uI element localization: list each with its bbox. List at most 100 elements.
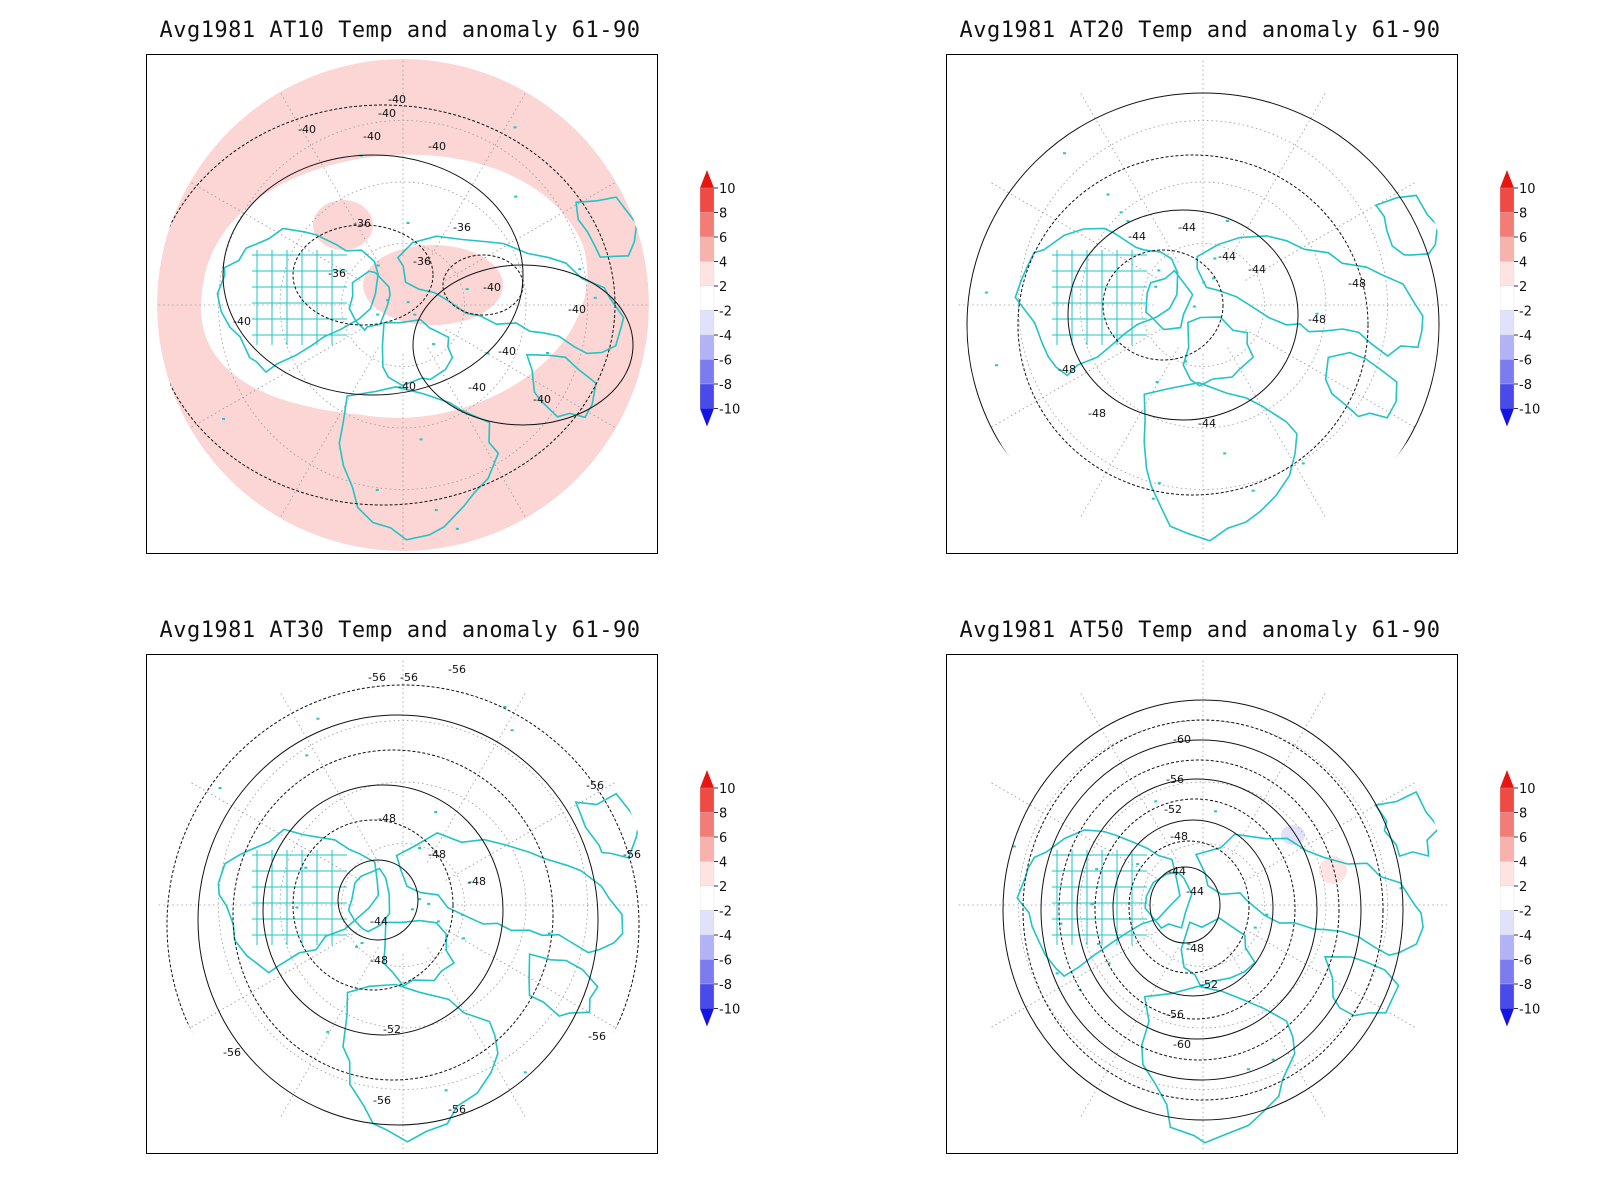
island — [1151, 497, 1155, 500]
colorbar-label: -4 — [719, 329, 732, 344]
island — [434, 810, 438, 813]
colorbar-label: -8 — [1519, 378, 1532, 393]
contour-label: -48 — [1186, 942, 1204, 955]
colorbar-label: 10 — [719, 782, 736, 797]
contour-label: -52 — [383, 1023, 401, 1036]
colorbar-label: 4 — [1519, 856, 1527, 871]
colorbar-segment — [700, 861, 715, 887]
colorbar-segment — [700, 959, 715, 985]
temperature-contour — [232, 749, 554, 1081]
meridian-line — [1227, 691, 1327, 863]
island — [419, 438, 423, 441]
colorbar-segment — [700, 310, 715, 336]
temperature-contour — [337, 859, 419, 941]
contour-label: -56 — [448, 663, 466, 676]
island — [360, 942, 364, 945]
colorbar-label: -6 — [1519, 354, 1532, 369]
island — [1155, 380, 1159, 383]
contour-label: -44 — [1248, 263, 1266, 276]
contour-label: -60 — [1173, 1038, 1191, 1051]
island — [1059, 922, 1063, 925]
temperature-contour — [222, 154, 524, 396]
island — [417, 898, 421, 901]
island — [1154, 285, 1158, 288]
island — [984, 291, 988, 294]
contour-label: -36 — [328, 267, 346, 280]
contour-label: -60 — [1173, 733, 1191, 746]
colorbar-segment — [1500, 885, 1515, 911]
colorbar-label: -4 — [1519, 329, 1532, 344]
latitude-circle — [279, 781, 527, 1029]
island — [465, 288, 469, 291]
meridian-line — [279, 347, 379, 519]
coastline — [1196, 235, 1424, 358]
coastline — [525, 353, 597, 419]
colorbar-segment — [1500, 236, 1515, 262]
contour-label: -48 — [1348, 277, 1366, 290]
contour-label: -44 — [1178, 221, 1196, 234]
island — [376, 264, 380, 267]
meridian-line — [1245, 329, 1417, 429]
latitude-circle — [1079, 181, 1327, 429]
panel-title: Avg1981 AT20 Temp and anomaly 61-90 — [959, 18, 1441, 43]
island — [578, 268, 582, 271]
island — [1184, 360, 1188, 363]
island — [304, 866, 308, 869]
island — [355, 945, 359, 948]
polar-stereographic-map: -40-40-40-40-40-36 -36-36-36-40-40-40-40-… — [157, 59, 649, 551]
colorbar-segment — [700, 934, 715, 960]
island — [467, 881, 471, 884]
temperature-contour — [1058, 759, 1340, 1061]
colorbar-top-arrow — [1500, 770, 1514, 788]
island — [1095, 868, 1099, 871]
colorbar-label: 8 — [1519, 207, 1527, 222]
island — [1225, 219, 1229, 222]
island — [593, 296, 597, 299]
colorbar-label: 2 — [719, 280, 727, 295]
map-panel-at50: Avg1981 AT50 Temp and anomaly 61-90 -60-… — [800, 600, 1600, 1200]
island — [375, 488, 379, 491]
contour-label: -40 — [428, 140, 446, 153]
temperature-contour — [1040, 739, 1362, 1081]
coastline — [1140, 985, 1296, 1144]
colorbar-segment — [1500, 934, 1515, 960]
temperature-contour — [1067, 209, 1299, 421]
island — [1106, 193, 1110, 196]
anomaly-colorbar: 10 8 6 4 2 -2 -4 -6 -8 -10 — [700, 170, 740, 427]
colorbar-label: -8 — [719, 978, 732, 993]
island — [1126, 220, 1130, 223]
colorbar-segment — [1500, 836, 1515, 862]
meridian-line — [1079, 691, 1179, 863]
polar-stereographic-map: -56 -56 -56 -56 -56 -48 -48 -48 -44 -48 -52 -56 -56 -… — [157, 659, 649, 1151]
colorbar-label: -6 — [719, 354, 732, 369]
colorbar-top-arrow — [700, 770, 714, 788]
colorbar-label: 10 — [719, 182, 736, 197]
colorbar-segment — [700, 836, 715, 862]
colorbar-label: 8 — [719, 807, 727, 822]
colorbar-segment — [1500, 187, 1515, 213]
contour-label: -40 — [363, 130, 381, 143]
contour-label: -48 — [1058, 363, 1076, 376]
island — [1119, 211, 1123, 214]
island — [1157, 269, 1161, 272]
temperature-contour — [1128, 840, 1250, 974]
colorbar-label: 8 — [719, 207, 727, 222]
coastline — [382, 919, 456, 988]
contour-label: -52 — [1164, 803, 1182, 816]
island — [455, 527, 459, 530]
island — [305, 754, 309, 757]
island — [1265, 913, 1269, 916]
island — [1399, 887, 1403, 890]
colorbar-label: -8 — [1519, 978, 1532, 993]
contour-label: -40 — [398, 380, 416, 393]
island — [547, 932, 551, 935]
contour-label: -56 — [223, 1046, 241, 1059]
island — [1090, 903, 1094, 906]
temperature-contour — [292, 224, 434, 326]
temperature-contour — [1022, 719, 1384, 1101]
colorbar-segment — [700, 236, 715, 262]
island — [1223, 452, 1227, 455]
island — [427, 902, 431, 905]
coastline — [348, 270, 391, 332]
colorbar-label: -2 — [719, 905, 732, 920]
